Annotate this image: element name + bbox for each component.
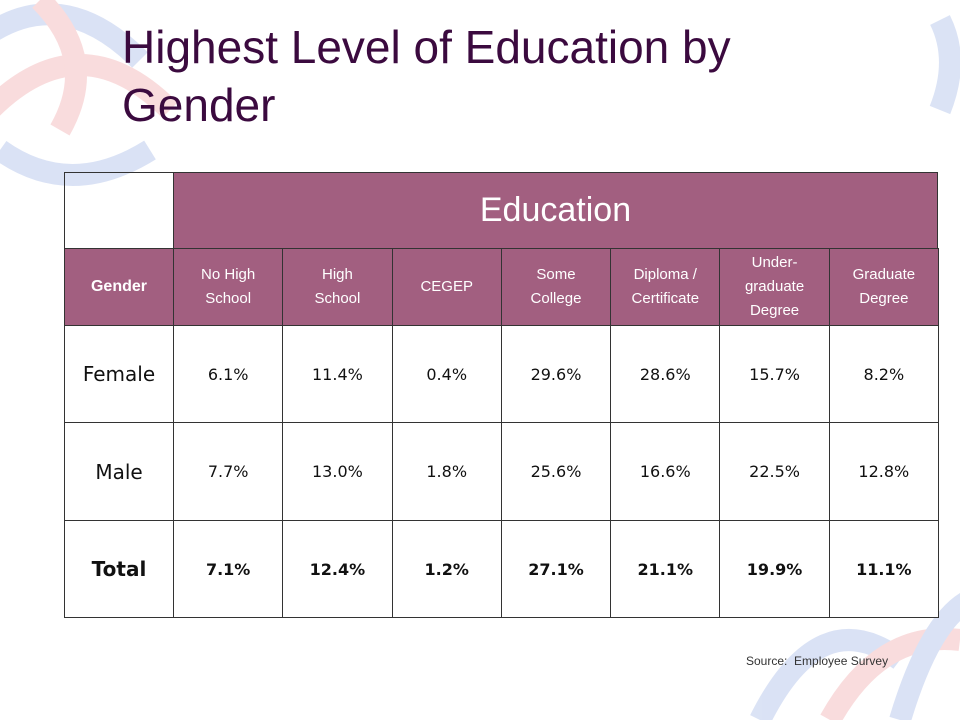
column-header-text: Graduate Degree: [852, 266, 916, 307]
column-header-text: Some College: [530, 266, 582, 307]
column-header: Graduate Degree: [828, 248, 939, 326]
data-cell-text: 22.5%: [749, 462, 800, 481]
data-cell: 1.2%: [391, 520, 502, 618]
column-header-text: CEGEP: [420, 278, 473, 295]
data-cell: 15.7%: [719, 325, 830, 423]
data-cell-text: 1.2%: [424, 559, 469, 579]
slide-title: Highest Level of Education by Gender: [122, 21, 731, 131]
column-header: CEGEP: [391, 248, 502, 326]
row-label-text: Female: [82, 362, 156, 386]
data-cell: 13.0%: [282, 422, 393, 521]
data-cell-text: 7.7%: [207, 462, 249, 481]
data-cell-text: 28.6%: [639, 364, 691, 384]
data-cell: 27.1%: [500, 520, 612, 618]
source-note: Source: Employee Survey: [746, 654, 889, 668]
data-cell: 28.6%: [610, 325, 721, 423]
row-label-text: Total: [91, 557, 147, 581]
data-cell: 12.4%: [282, 520, 393, 618]
data-cell: 1.8%: [391, 422, 502, 521]
column-header: Some College: [500, 248, 612, 326]
data-cell-text: 0.4%: [426, 364, 468, 384]
education-table: Education Gender No High School High School…: [64, 172, 939, 618]
column-header-text: Diploma / Certificate: [631, 266, 700, 307]
data-cell: 21.1%: [610, 520, 721, 618]
data-cell: 16.6%: [610, 422, 721, 521]
data-cell: 7.1%: [173, 520, 284, 618]
corner-empty: [64, 172, 174, 249]
row-label-text: Male: [95, 459, 143, 484]
column-header: Under-graduate Degree: [719, 248, 830, 326]
row-label: Female: [64, 325, 174, 423]
data-cell-text: 11.1%: [856, 559, 912, 579]
data-cell-text: 6.1%: [207, 364, 249, 384]
data-cell-text: 27.1%: [528, 559, 584, 579]
data-cell-text: 21.1%: [637, 559, 694, 579]
data-cell-text: 1.8%: [426, 462, 468, 481]
corner-header-text: Gender: [90, 278, 147, 295]
data-cell-text: 13.0%: [312, 462, 363, 481]
data-cell: 11.4%: [282, 325, 393, 423]
data-cell: 6.1%: [173, 325, 284, 423]
data-cell-text: 16.6%: [639, 462, 691, 481]
column-header-text: Under-graduate Degree: [744, 254, 805, 319]
data-cell-text: 19.9%: [746, 559, 803, 579]
column-header-text: High School: [314, 266, 361, 307]
data-cell: 8.2%: [828, 325, 939, 423]
row-label: Total: [64, 520, 174, 618]
group-header-text: Education: [479, 191, 632, 229]
data-cell-text: 25.6%: [530, 462, 582, 481]
data-cell-text: 29.6%: [530, 364, 582, 384]
data-cell-text: 12.4%: [309, 559, 366, 579]
data-cell: 29.6%: [500, 325, 612, 423]
data-cell-text: 7.1%: [205, 559, 251, 579]
group-header: Education: [173, 172, 938, 249]
data-cell-text: 15.7%: [749, 364, 800, 384]
column-header-text: No High School: [201, 266, 256, 307]
data-cell: 0.4%: [391, 325, 502, 423]
column-header: Diploma / Certificate: [610, 248, 721, 326]
data-cell-text: 8.2%: [863, 364, 905, 384]
data-cell: 25.6%: [500, 422, 612, 521]
column-header: No High School: [173, 248, 284, 326]
data-cell-text: 12.8%: [858, 462, 910, 481]
data-cell: 7.7%: [173, 422, 284, 521]
data-cell: 11.1%: [828, 520, 939, 618]
data-cell: 12.8%: [828, 422, 939, 521]
corner-header: Gender: [64, 248, 174, 326]
row-label: Male: [64, 422, 174, 521]
data-cell: 22.5%: [719, 422, 830, 521]
column-header: High School: [282, 248, 393, 326]
data-cell-text: 11.4%: [312, 364, 363, 384]
data-cell: 19.9%: [719, 520, 830, 618]
